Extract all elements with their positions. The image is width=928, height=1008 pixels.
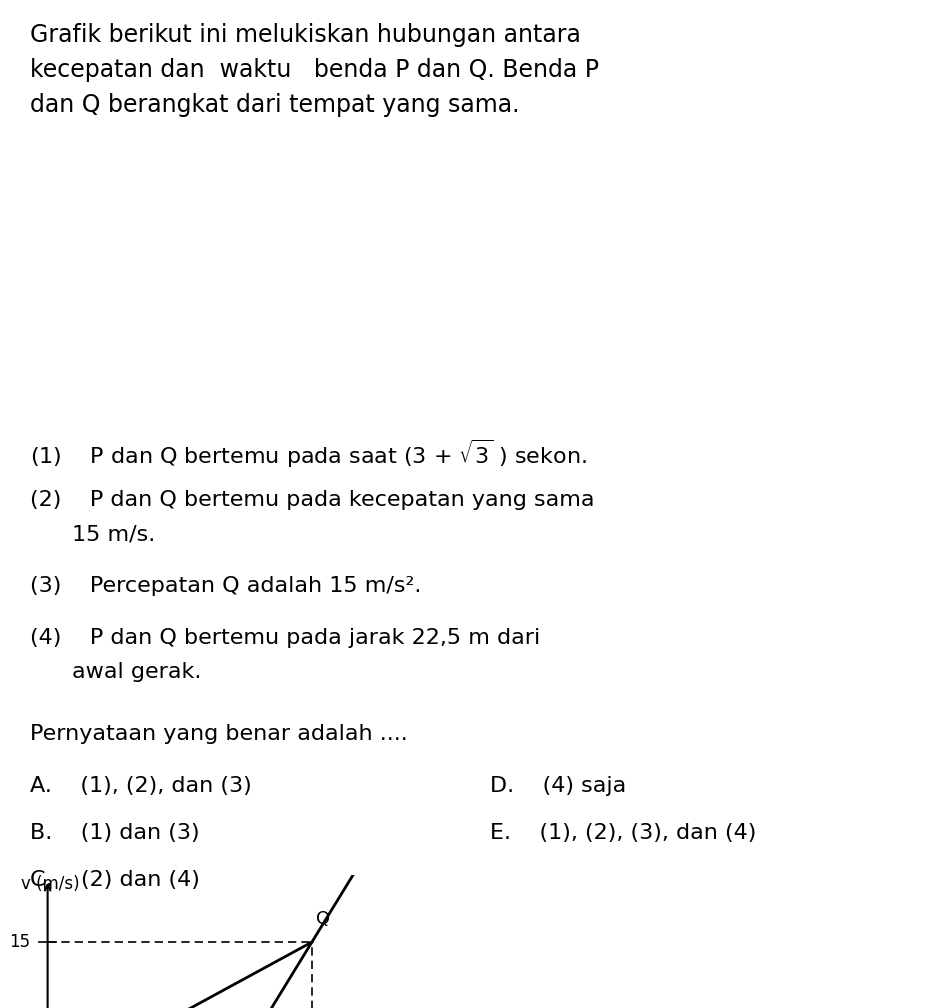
- Text: Grafik berikut ini melukiskan hubungan antara: Grafik berikut ini melukiskan hubungan a…: [30, 23, 580, 47]
- Text: (3)    Percepatan Q adalah 15 m/s².: (3) Percepatan Q adalah 15 m/s².: [30, 576, 421, 596]
- Text: dan Q berangkat dari tempat yang sama.: dan Q berangkat dari tempat yang sama.: [30, 93, 519, 117]
- Text: A.    (1), (2), dan (3): A. (1), (2), dan (3): [30, 776, 251, 796]
- Text: Q: Q: [316, 909, 330, 927]
- Text: E.    (1), (2), (3), dan (4): E. (1), (2), (3), dan (4): [489, 823, 755, 843]
- Text: Pernyataan yang benar adalah ....: Pernyataan yang benar adalah ....: [30, 724, 407, 744]
- Text: kecepatan dan  waktu   benda P dan Q. Benda P: kecepatan dan waktu benda P dan Q. Benda…: [30, 58, 599, 82]
- Text: (2)    P dan Q bertemu pada kecepatan yang sama: (2) P dan Q bertemu pada kecepatan yang …: [30, 490, 594, 510]
- Text: 15 m/s.: 15 m/s.: [72, 524, 155, 544]
- Text: (4)    P dan Q bertemu pada jarak 22,5 m dari: (4) P dan Q bertemu pada jarak 22,5 m da…: [30, 628, 540, 648]
- Text: v (m/s): v (m/s): [21, 875, 80, 893]
- Text: D.    (4) saja: D. (4) saja: [489, 776, 625, 796]
- Text: C.    (2) dan (4): C. (2) dan (4): [30, 870, 200, 890]
- Text: 15: 15: [9, 933, 30, 952]
- Text: awal gerak.: awal gerak.: [72, 662, 201, 682]
- Text: (1)    P dan Q bertemu pada saat (3 + $\sqrt{3}$ ) sekon.: (1) P dan Q bertemu pada saat (3 + $\sqr…: [30, 438, 586, 471]
- Text: B.    (1) dan (3): B. (1) dan (3): [30, 823, 200, 843]
